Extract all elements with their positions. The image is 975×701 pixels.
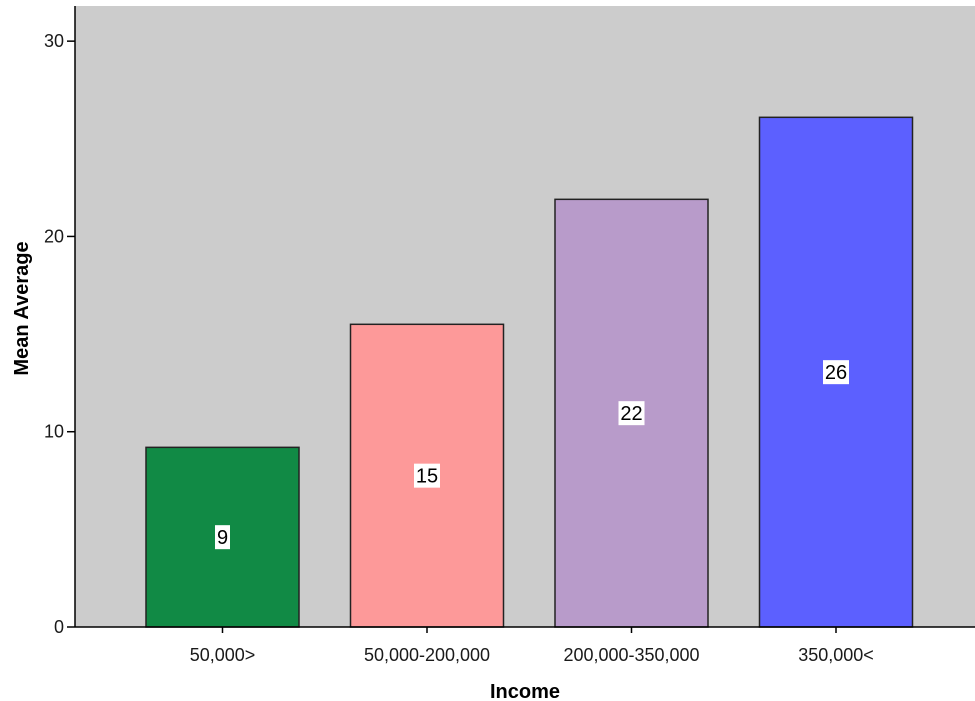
x-tick-label: 50,000>: [190, 645, 256, 665]
data-label-box: [215, 525, 230, 550]
y-axis-title: Mean Average: [11, 241, 33, 375]
y-tick-label: 0: [54, 617, 64, 637]
y-tick-label: 20: [44, 226, 64, 246]
x-tick-label: 350,000<: [798, 645, 874, 665]
x-tick-label: 200,000-350,000: [563, 645, 699, 665]
data-label: 22: [620, 403, 642, 425]
x-tick-label: 50,000-200,000: [364, 645, 490, 665]
y-tick-label: 30: [44, 31, 64, 51]
data-label-box: [823, 360, 849, 385]
data-label: 26: [825, 362, 847, 384]
y-ticks-layer: 0 10 20 30: [44, 31, 75, 637]
data-label-box: [414, 463, 440, 488]
data-label-box: [618, 401, 645, 426]
data-labels-layer: 9 15 22 26: [215, 360, 849, 550]
axes-layer: [74, 6, 975, 628]
data-label: 9: [217, 527, 228, 549]
data-label: 15: [416, 466, 438, 488]
y-tick-label: 10: [44, 422, 64, 442]
x-axis-title: Income: [490, 681, 560, 701]
x-ticks-layer: 50,000> 50,000-200,000 200,000-350,000 350,…: [190, 627, 874, 665]
